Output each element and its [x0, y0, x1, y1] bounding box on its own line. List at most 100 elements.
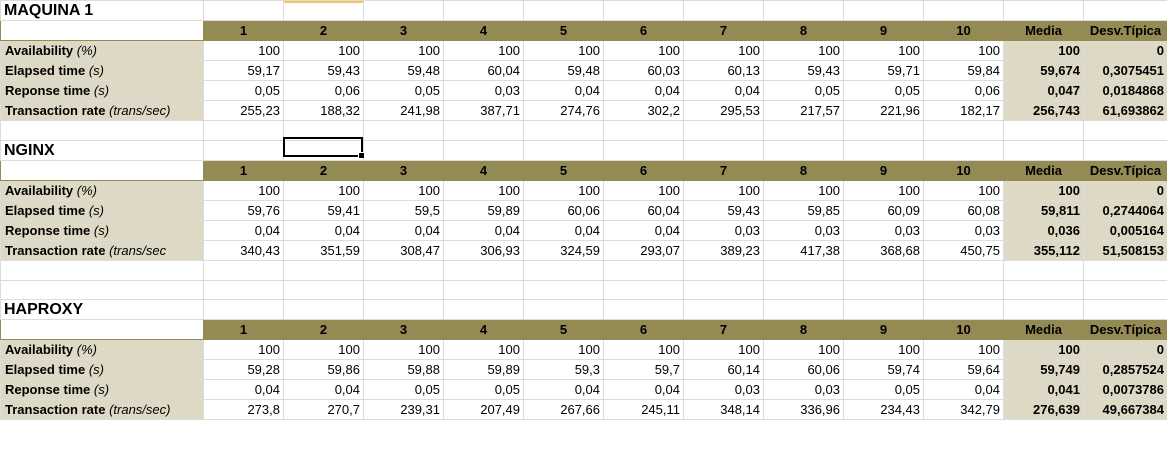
value-cell[interactable]: 59,7 — [603, 359, 684, 381]
cell[interactable] — [0, 279, 204, 301]
value-cell[interactable]: 0,05 — [203, 80, 284, 101]
value-cell[interactable]: 0,04 — [683, 80, 764, 101]
cell[interactable] — [443, 299, 524, 321]
value-cell[interactable]: 59,64 — [923, 359, 1004, 381]
value-cell[interactable]: 0,03 — [683, 379, 764, 401]
value-cell[interactable]: 59,89 — [443, 359, 524, 381]
value-cell[interactable]: 340,43 — [203, 239, 284, 261]
value-cell[interactable]: 0,04 — [603, 80, 684, 101]
row-label[interactable]: Transaction rate (trans/sec) — [0, 100, 204, 121]
value-cell[interactable]: 60,14 — [683, 359, 764, 381]
value-cell[interactable]: 100 — [923, 40, 1004, 61]
cell[interactable] — [203, 120, 284, 141]
value-cell[interactable]: 0,04 — [443, 219, 524, 241]
desv-value[interactable]: 0,005164 — [1083, 219, 1167, 241]
value-cell[interactable]: 0,04 — [523, 379, 604, 401]
value-cell[interactable]: 100 — [363, 179, 444, 201]
cell[interactable] — [363, 299, 444, 321]
value-cell[interactable]: 0,04 — [603, 219, 684, 241]
value-cell[interactable]: 100 — [283, 179, 364, 201]
value-cell[interactable]: 60,04 — [603, 199, 684, 221]
media-value[interactable]: 355,112 — [1003, 239, 1084, 261]
value-cell[interactable]: 267,66 — [523, 399, 604, 421]
media-value[interactable]: 100 — [1003, 179, 1084, 201]
cell[interactable] — [1003, 299, 1084, 321]
column-header[interactable]: 9 — [843, 319, 924, 341]
value-cell[interactable]: 0,03 — [923, 219, 1004, 241]
desv-value[interactable]: 0,0184868 — [1083, 80, 1167, 101]
value-cell[interactable]: 100 — [523, 339, 604, 361]
row-label[interactable]: Transaction rate (trans/sec) — [0, 399, 204, 421]
column-header[interactable]: 2 — [283, 159, 364, 181]
value-cell[interactable]: 450,75 — [923, 239, 1004, 261]
cell[interactable] — [1083, 0, 1167, 21]
column-header[interactable]: 4 — [443, 159, 524, 181]
desv-header[interactable]: Desv.Típica — [1083, 20, 1167, 41]
cell[interactable] — [763, 139, 844, 161]
value-cell[interactable]: 293,07 — [603, 239, 684, 261]
value-cell[interactable]: 417,38 — [763, 239, 844, 261]
value-cell[interactable]: 60,13 — [683, 60, 764, 81]
column-header[interactable]: 1 — [203, 159, 284, 181]
column-header[interactable]: 5 — [523, 20, 604, 41]
value-cell[interactable]: 100 — [203, 179, 284, 201]
value-cell[interactable]: 302,2 — [603, 100, 684, 121]
cell[interactable] — [1003, 139, 1084, 161]
desv-value[interactable]: 61,693862 — [1083, 100, 1167, 121]
media-value[interactable]: 59,674 — [1003, 60, 1084, 81]
value-cell[interactable]: 217,57 — [763, 100, 844, 121]
value-cell[interactable]: 0,03 — [843, 219, 924, 241]
cell[interactable] — [203, 299, 284, 321]
cell[interactable] — [763, 259, 844, 281]
value-cell[interactable]: 0,05 — [843, 379, 924, 401]
row-label[interactable]: Transaction rate (trans/sec — [0, 239, 204, 261]
cell[interactable] — [363, 120, 444, 141]
value-cell[interactable]: 270,7 — [283, 399, 364, 421]
value-cell[interactable]: 0,03 — [763, 219, 844, 241]
value-cell[interactable]: 59,5 — [363, 199, 444, 221]
cell[interactable] — [923, 299, 1004, 321]
value-cell[interactable]: 273,8 — [203, 399, 284, 421]
cell[interactable] — [203, 279, 284, 301]
column-header[interactable]: 4 — [443, 20, 524, 41]
value-cell[interactable]: 100 — [283, 40, 364, 61]
value-cell[interactable]: 59,43 — [683, 199, 764, 221]
value-cell[interactable]: 0,04 — [603, 379, 684, 401]
value-cell[interactable]: 60,06 — [763, 359, 844, 381]
value-cell[interactable]: 387,71 — [443, 100, 524, 121]
desv-value[interactable]: 0,0073786 — [1083, 379, 1167, 401]
value-cell[interactable]: 59,89 — [443, 199, 524, 221]
value-cell[interactable]: 182,17 — [923, 100, 1004, 121]
column-header[interactable]: 1 — [203, 319, 284, 341]
value-cell[interactable]: 0,03 — [683, 219, 764, 241]
value-cell[interactable]: 0,04 — [203, 219, 284, 241]
media-value[interactable]: 0,041 — [1003, 379, 1084, 401]
value-cell[interactable]: 59,28 — [203, 359, 284, 381]
value-cell[interactable]: 100 — [283, 339, 364, 361]
section-title[interactable]: NGINX — [0, 139, 204, 161]
column-header[interactable]: 6 — [603, 319, 684, 341]
value-cell[interactable]: 100 — [683, 339, 764, 361]
row-label[interactable]: Reponse time (s) — [0, 379, 204, 401]
cell[interactable] — [1083, 139, 1167, 161]
value-cell[interactable]: 0,05 — [763, 80, 844, 101]
cell[interactable] — [763, 279, 844, 301]
desv-header[interactable]: Desv.Típica — [1083, 319, 1167, 341]
value-cell[interactable]: 60,03 — [603, 60, 684, 81]
desv-value[interactable]: 0,3075451 — [1083, 60, 1167, 81]
cell[interactable] — [843, 139, 924, 161]
column-header[interactable]: 5 — [523, 319, 604, 341]
value-cell[interactable]: 100 — [603, 339, 684, 361]
cell[interactable] — [443, 120, 524, 141]
value-cell[interactable]: 295,53 — [683, 100, 764, 121]
value-cell[interactable]: 0,04 — [283, 379, 364, 401]
column-header[interactable]: 7 — [683, 319, 764, 341]
value-cell[interactable]: 100 — [363, 339, 444, 361]
column-header[interactable]: 1 — [203, 20, 284, 41]
column-header[interactable]: 6 — [603, 20, 684, 41]
cell[interactable] — [843, 120, 924, 141]
cell[interactable] — [763, 120, 844, 141]
cell[interactable] — [0, 319, 204, 341]
cell[interactable] — [843, 279, 924, 301]
cell[interactable] — [1083, 299, 1167, 321]
